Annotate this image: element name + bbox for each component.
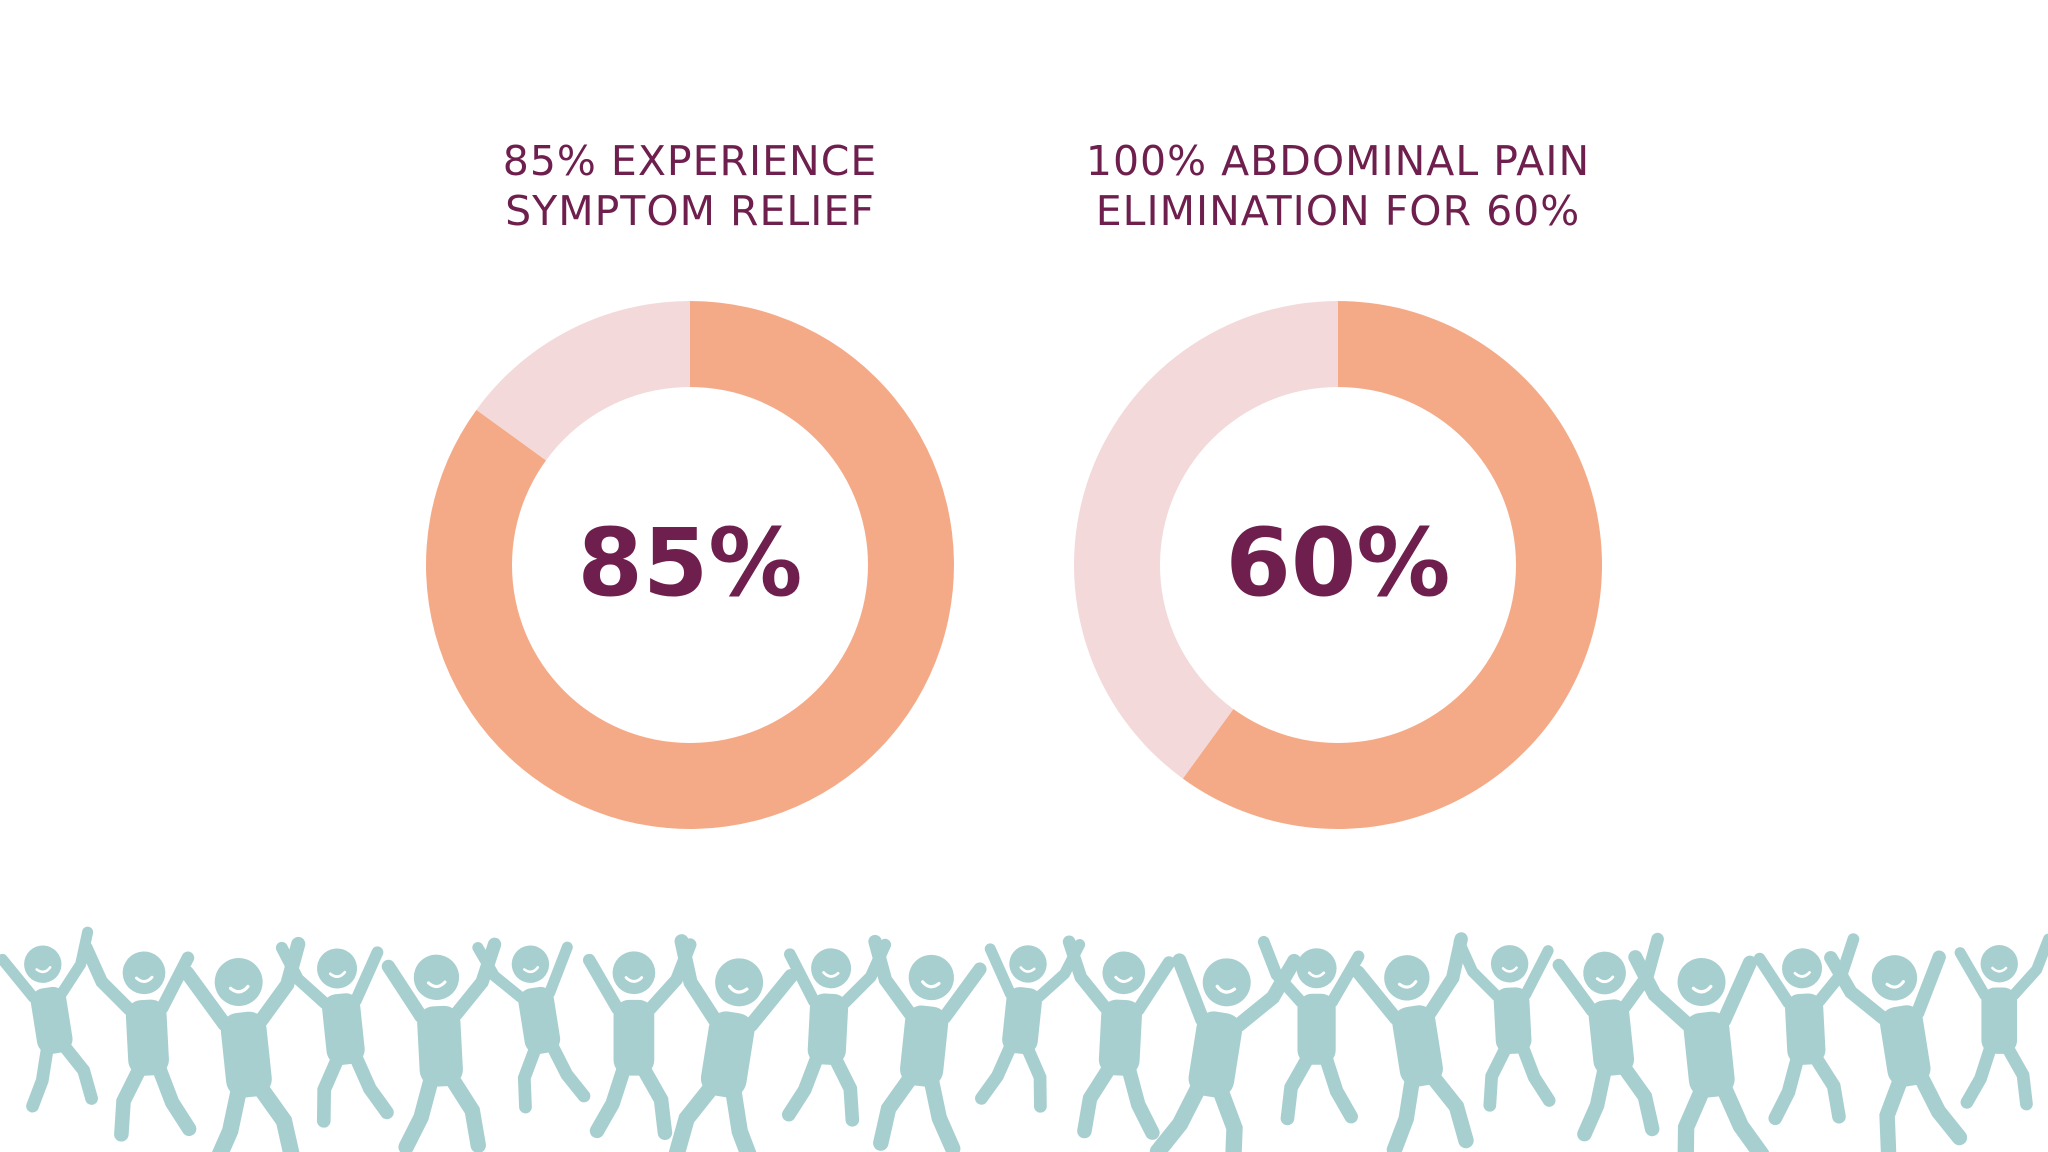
dancing-person-icon bbox=[180, 936, 306, 1152]
chart-title: 100% ABDOMINAL PAIN ELIMINATION FOR 60% bbox=[1038, 136, 1638, 236]
donut-center-label: 85% bbox=[578, 509, 803, 618]
dancing-person-icon bbox=[0, 926, 98, 1113]
dancing-person-icon bbox=[1351, 932, 1474, 1152]
dancing-person-icon bbox=[381, 937, 502, 1152]
dancing-person-icon bbox=[868, 934, 987, 1152]
dancing-person-icon bbox=[1552, 932, 1664, 1142]
donut-hole bbox=[512, 387, 868, 743]
dancing-person-icon bbox=[1149, 953, 1302, 1152]
chart-title-line: 85% EXPERIENCE bbox=[502, 137, 878, 185]
dancing-people-illustration bbox=[0, 926, 2048, 1152]
dancing-person-icon bbox=[1453, 936, 1556, 1112]
dancing-person-icon bbox=[80, 941, 197, 1142]
dancing-person-icon bbox=[472, 941, 591, 1114]
donut-hole bbox=[1160, 387, 1516, 743]
dancing-person-icon bbox=[1824, 950, 1968, 1152]
dancing-person-icon bbox=[781, 938, 892, 1127]
donut-svg: 85% bbox=[425, 301, 954, 830]
dancing-person-icon bbox=[668, 934, 798, 1152]
donut-svg: 60% bbox=[1074, 301, 1602, 829]
chart-title: 85% EXPERIENCE SYMPTOM RELIEF bbox=[390, 136, 990, 236]
dancing-person-icon bbox=[1628, 950, 1770, 1152]
chart-title-line: ELIMINATION FOR 60% bbox=[1095, 187, 1581, 235]
dancing-person-icon bbox=[582, 938, 697, 1141]
dancing-person-icon bbox=[1062, 935, 1176, 1140]
dancing-person-icon bbox=[1954, 933, 2048, 1111]
donut-center-label: 60% bbox=[1226, 509, 1451, 618]
chart-title-line: SYMPTOM RELIEF bbox=[505, 187, 875, 235]
chart-title-line: 100% ABDOMINAL PAIN bbox=[1085, 137, 1591, 185]
dancing-person-icon bbox=[275, 941, 394, 1128]
dancing-person-icon bbox=[1257, 935, 1365, 1126]
dancing-person-icon bbox=[1753, 933, 1860, 1126]
dancing-person-icon bbox=[975, 939, 1086, 1113]
